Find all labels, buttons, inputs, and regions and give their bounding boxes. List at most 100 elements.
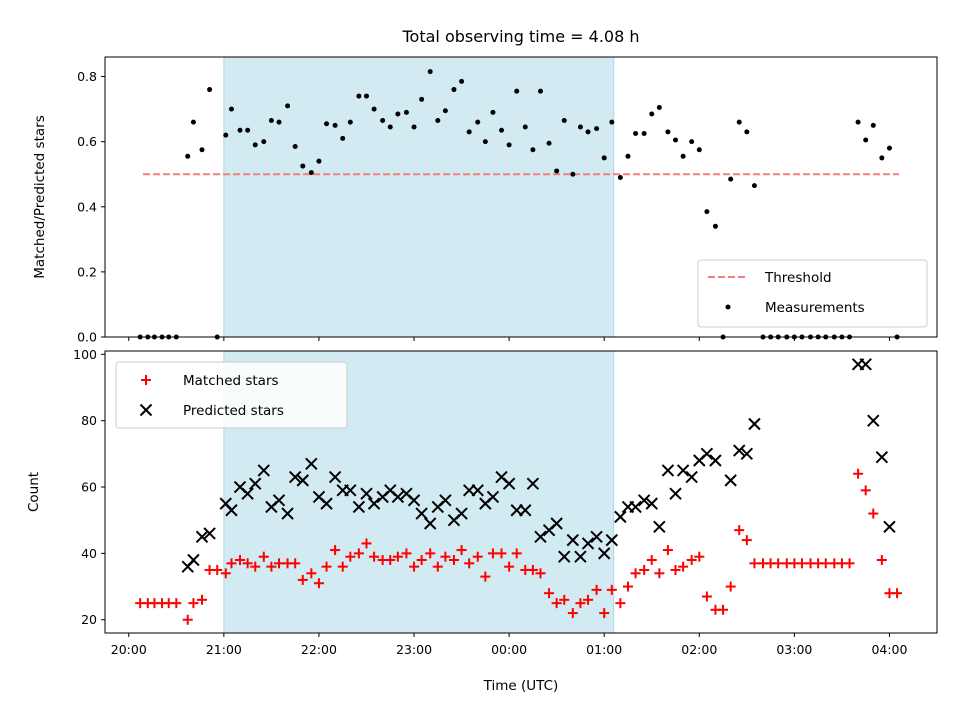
- measurement-point-16: [261, 139, 267, 145]
- predicted-point-48: [566, 533, 580, 547]
- predicted-point-12: [281, 507, 294, 520]
- predicted-point-57-b: [637, 494, 651, 507]
- matched-point-68: [670, 564, 681, 575]
- matched-point-33: [392, 551, 403, 562]
- predicted-point-49-b: [574, 550, 587, 563]
- measurement-point-34: [403, 109, 409, 115]
- measurement-point-26: [340, 135, 346, 141]
- measurement-point-30: [371, 106, 377, 112]
- matched-point-40: [448, 555, 459, 566]
- predicted-point-15: [305, 457, 318, 471]
- matched-point-76: [734, 525, 745, 536]
- predicted-point-62-b: [676, 464, 690, 477]
- matched-point-25: [330, 545, 341, 556]
- predicted-point-59-b: [653, 520, 666, 534]
- top-shaded-interval: [223, 56, 615, 338]
- predicted-point-73: [867, 414, 880, 427]
- predicted-point-14-b: [296, 474, 309, 487]
- predicted-point-61: [669, 487, 682, 500]
- measurement-point-41: [459, 78, 465, 84]
- matched-point-84: [796, 558, 807, 569]
- predicted-point-36-b: [471, 484, 484, 497]
- predicted-point-53-b: [605, 533, 619, 547]
- predicted-point-4-b: [219, 497, 232, 510]
- matched-point-24: [321, 561, 332, 572]
- matched-point-92: [860, 485, 871, 496]
- bottom-legend: Matched stars Predicted stars: [115, 361, 348, 429]
- measurement-point-25: [332, 122, 338, 128]
- matched-point-10: [212, 564, 223, 575]
- measurement-points: [137, 69, 900, 340]
- series-measurements: [137, 69, 900, 340]
- matched-point-67: [662, 545, 673, 556]
- measurement-point-77: [744, 129, 750, 135]
- predicted-point-62: [676, 464, 690, 477]
- measurement-point-21: [300, 163, 306, 169]
- predicted-point-28: [407, 494, 421, 507]
- matched-point-30: [369, 551, 380, 562]
- legend-measurements-swatch: [725, 304, 731, 310]
- matched-point-63: [630, 568, 641, 579]
- matched-point-44: [480, 571, 491, 582]
- matched-point-78: [749, 558, 760, 569]
- matched-point-23: [313, 578, 324, 589]
- measurement-point-7: [190, 119, 196, 125]
- predicted-point-21-b: [352, 500, 366, 514]
- y-tick-label: 0.4: [77, 199, 97, 214]
- predicted-point-42: [519, 504, 532, 517]
- x-tick-label: 21:00: [206, 642, 242, 657]
- matched-point-57: [583, 594, 594, 605]
- matched-point-55: [567, 608, 578, 619]
- measurement-point-19: [285, 103, 291, 109]
- measurement-point-22: [308, 170, 314, 176]
- predicted-point-58-b: [645, 497, 658, 510]
- legend-box: [115, 361, 348, 429]
- series-matched-stars: [135, 468, 903, 625]
- predicted-point-7-b: [241, 487, 254, 500]
- top-legend: Threshold Measurements: [697, 259, 928, 328]
- measurement-point-11: [223, 132, 229, 138]
- measurement-point-95: [886, 145, 892, 151]
- measurement-point-72: [704, 209, 710, 215]
- y-tick-label: 60: [81, 480, 97, 495]
- predicted-point-5-b: [225, 504, 238, 517]
- y-tick-label: 100: [73, 347, 97, 362]
- matched-point-41: [456, 545, 467, 556]
- predicted-point-1-b: [187, 553, 200, 567]
- predicted-point-56-b: [629, 500, 642, 514]
- matched-point-39: [440, 551, 451, 562]
- matched-point-16: [258, 551, 269, 562]
- matched-point-47: [504, 561, 515, 572]
- predicted-point-7: [241, 487, 254, 500]
- predicted-point-75-b: [883, 520, 896, 534]
- legend-box: [697, 259, 928, 328]
- matched-point-81: [773, 558, 784, 569]
- axes-frame-rect: [104, 350, 938, 634]
- measurement-point-57: [585, 129, 591, 135]
- predicted-point-69-b: [740, 447, 754, 461]
- predicted-point-6-b: [233, 480, 247, 494]
- predicted-point-70: [748, 417, 761, 431]
- measurement-point-27: [347, 119, 353, 125]
- matched-point-18: [274, 558, 285, 569]
- matched-point-42: [464, 558, 475, 569]
- predicted-point-68-b: [733, 444, 746, 457]
- predicted-point-60-b: [661, 464, 675, 477]
- matched-point-29: [361, 538, 372, 549]
- matched-point-56: [575, 598, 586, 609]
- top-x-ticks: [128, 337, 890, 341]
- predicted-point-38-b: [486, 490, 500, 504]
- predicted-point-8-b: [249, 477, 262, 490]
- matched-point-66: [654, 568, 665, 579]
- matched-point-37: [425, 548, 436, 559]
- matched-point-54: [559, 594, 570, 605]
- measurement-point-38: [435, 117, 441, 123]
- matched-point-28: [353, 548, 364, 559]
- measurement-point-29: [363, 93, 369, 99]
- measurement-point-40: [451, 87, 457, 93]
- matched-point-94: [876, 555, 887, 566]
- measurement-point-54: [561, 117, 567, 123]
- predicted-point-18: [328, 470, 342, 484]
- predicted-point-54-b: [614, 510, 627, 524]
- y-tick-label: 0.2: [77, 264, 97, 279]
